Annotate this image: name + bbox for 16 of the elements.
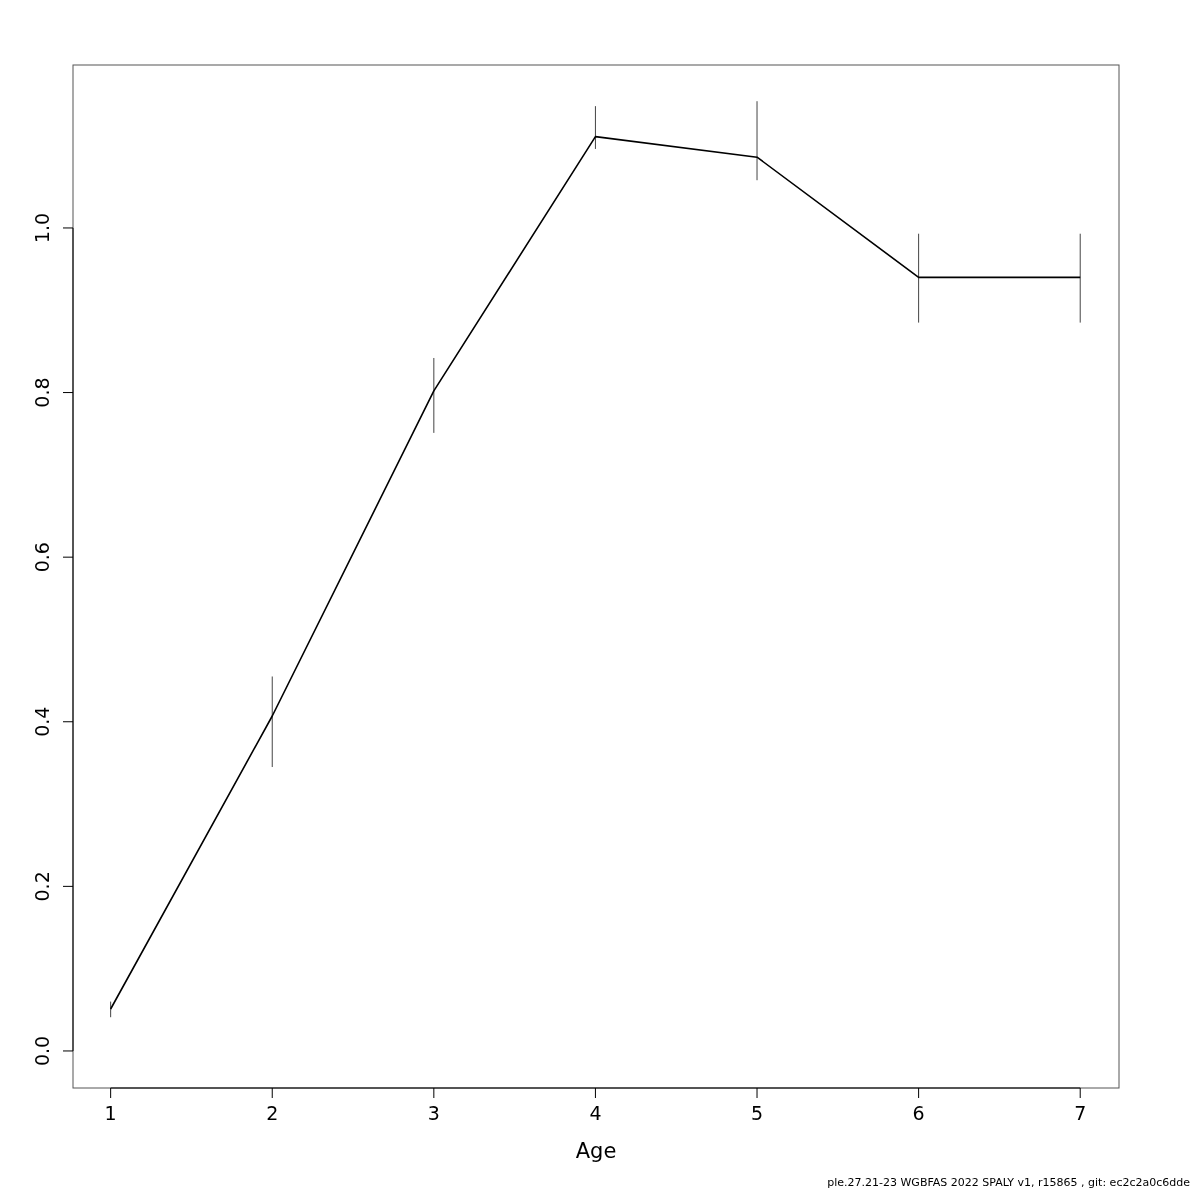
line-series bbox=[109, 135, 1082, 1010]
y-tick-label: 0.2 bbox=[31, 871, 53, 902]
y-tick-label: 0.0 bbox=[31, 1035, 53, 1067]
x-tick-label: 4 bbox=[589, 1102, 602, 1124]
y-tick-label: 0.8 bbox=[31, 377, 53, 408]
x-axis-title: Age bbox=[575, 1139, 617, 1163]
y-tick-label: 0.4 bbox=[31, 706, 53, 737]
x-tick-label: 2 bbox=[266, 1102, 279, 1124]
x-tick-label: 7 bbox=[1074, 1102, 1087, 1124]
x-tick-label: 1 bbox=[104, 1102, 117, 1124]
y-tick-label: 0.6 bbox=[31, 542, 53, 573]
x-tick-label: 5 bbox=[750, 1102, 764, 1124]
x-tick-label: 6 bbox=[912, 1102, 925, 1124]
y-tick-label: 1.0 bbox=[31, 212, 53, 244]
x-tick-label: 3 bbox=[427, 1102, 440, 1124]
text: ple.27.21-23 WGBFAS 2022 SPALY v1, r15865 , git: ec2c2a0c6dde bbox=[827, 1176, 1191, 1189]
